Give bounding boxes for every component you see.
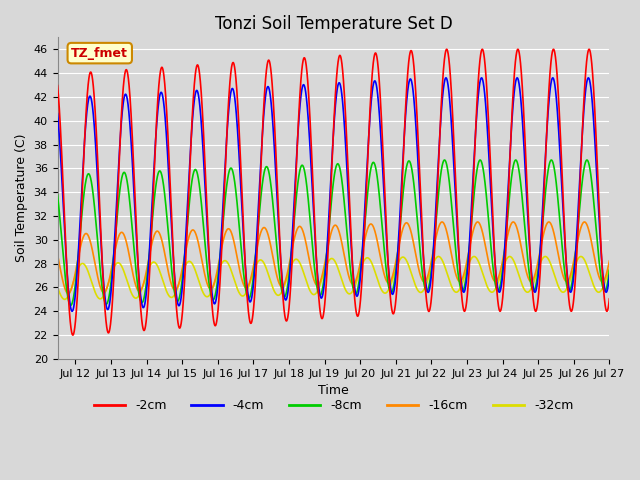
Title: Tonzi Soil Temperature Set D: Tonzi Soil Temperature Set D <box>214 15 452 33</box>
X-axis label: Time: Time <box>318 384 349 397</box>
Legend: -2cm, -4cm, -8cm, -16cm, -32cm: -2cm, -4cm, -8cm, -16cm, -32cm <box>88 394 579 417</box>
Text: TZ_fmet: TZ_fmet <box>71 47 128 60</box>
Y-axis label: Soil Temperature (C): Soil Temperature (C) <box>15 134 28 263</box>
